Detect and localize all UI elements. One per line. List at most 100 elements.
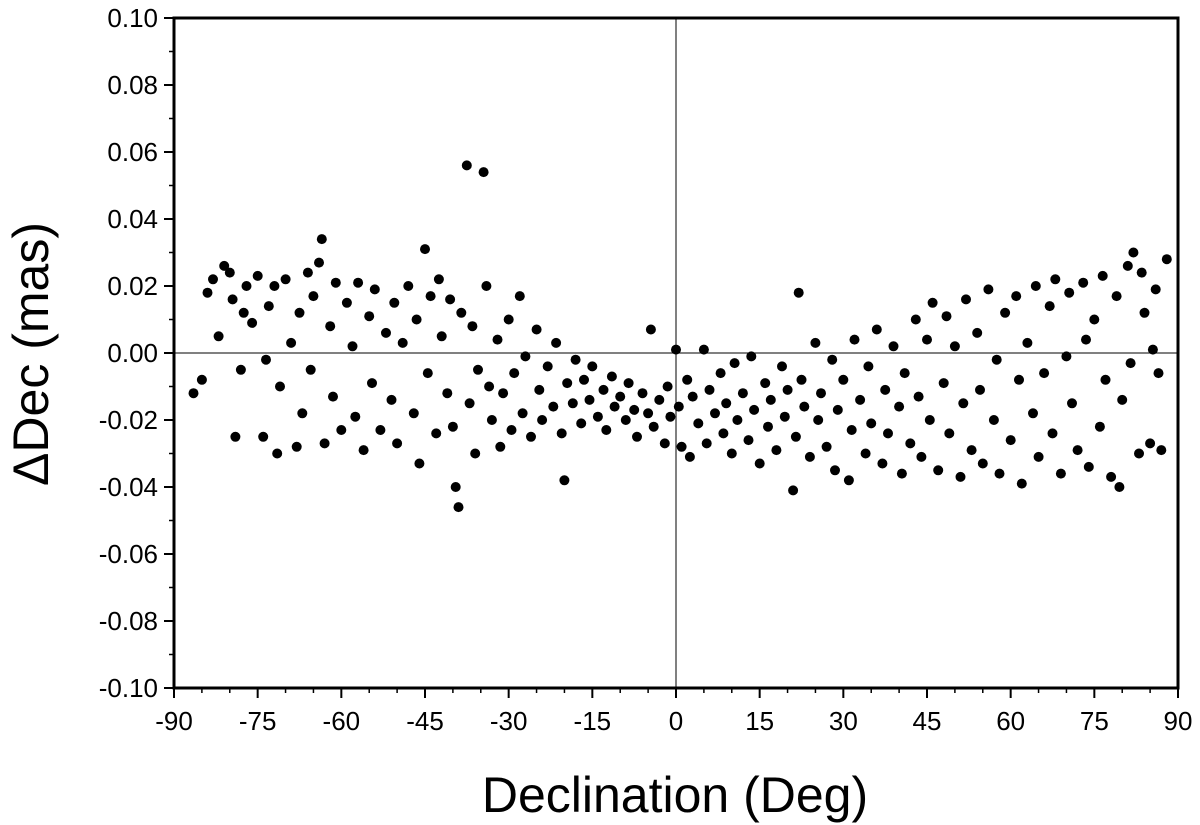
data-point [972,327,983,338]
data-point [227,294,238,305]
data-point [305,364,316,375]
data-point [433,274,444,285]
data-point [562,378,573,389]
data-point [196,374,207,385]
data-point [411,314,422,325]
data-point [955,471,966,482]
data-point [492,334,503,345]
data-point [467,321,478,332]
x-tick-label: 45 [913,706,942,736]
x-tick-label: -15 [574,706,612,736]
x-tick-label: 90 [1164,706,1193,736]
data-point [961,294,971,305]
data-point [860,448,871,459]
data-point [718,428,729,439]
data-point [838,374,849,385]
data-point [949,341,960,352]
x-tick-label: 15 [745,706,774,736]
data-point [1011,291,1022,302]
data-point [662,381,673,392]
data-point [252,270,263,281]
data-point [1014,374,1024,385]
data-point [235,364,246,375]
data-point [687,391,698,402]
data-point [330,277,341,288]
data-point [899,368,910,379]
data-point [849,334,860,345]
data-point [1028,408,1038,419]
data-point [843,475,854,486]
data-point [473,364,483,375]
axis-ticks: -90 -75 -60 -45 -30 -15 0 15 30 45 60 75 90 0.10 0.08 0… [99,3,1193,736]
data-point [977,458,988,469]
data-point [224,267,235,278]
data-point [1106,471,1117,482]
x-tick-label: -90 [155,706,193,736]
data-point [701,438,712,449]
x-tick-label: 60 [996,706,1025,736]
data-point [375,425,386,435]
data-point [325,321,336,332]
data-point [810,337,821,348]
x-tick-label: 30 [829,706,858,736]
data-point [247,317,258,328]
data-point [871,324,882,335]
data-point [673,401,684,412]
data-point [632,431,642,442]
y-tick-label: -0.04 [99,472,158,502]
data-point [938,378,949,389]
data-point [403,281,414,291]
data-point [1156,445,1167,456]
data-point [988,415,999,425]
data-point [821,441,832,452]
data-point [238,307,249,318]
data-point [350,411,361,422]
data-point [567,398,578,409]
data-point [609,401,620,412]
data-point [364,311,375,322]
data-point [606,371,617,382]
data-point [1083,461,1094,472]
x-axis-title: Declination (Deg) [482,767,868,823]
data-point [579,374,589,385]
data-point [389,297,400,308]
data-point [779,411,790,422]
data-point [548,401,559,412]
data-point [520,351,531,362]
data-point [414,458,425,469]
x-tick-label: 0 [669,706,683,736]
data-point [991,354,1002,365]
data-point [484,381,495,392]
data-point [1067,398,1077,409]
data-point [729,358,740,369]
data-point [381,327,391,338]
data-point [715,368,726,379]
data-point [445,294,456,305]
data-point [1064,287,1075,298]
data-point [743,435,754,446]
data-point [261,354,271,365]
data-point [793,287,804,298]
data-point [682,374,693,385]
data-point [453,502,464,513]
data-point [386,394,397,405]
data-point [813,415,824,425]
data-point [944,428,955,439]
data-point [1136,267,1147,278]
data-point [749,404,760,415]
data-point [478,167,489,178]
data-point [913,391,924,402]
data-point [1125,358,1136,369]
data-point [1030,281,1041,291]
data-point [698,344,709,355]
data-point [790,431,801,442]
data-point [526,431,536,442]
data-point [927,297,938,308]
y-tick-label: 0.06 [107,137,158,167]
data-point [542,361,553,372]
data-point [456,307,467,318]
data-point [665,411,676,422]
data-point [754,458,765,469]
data-point [710,408,720,419]
